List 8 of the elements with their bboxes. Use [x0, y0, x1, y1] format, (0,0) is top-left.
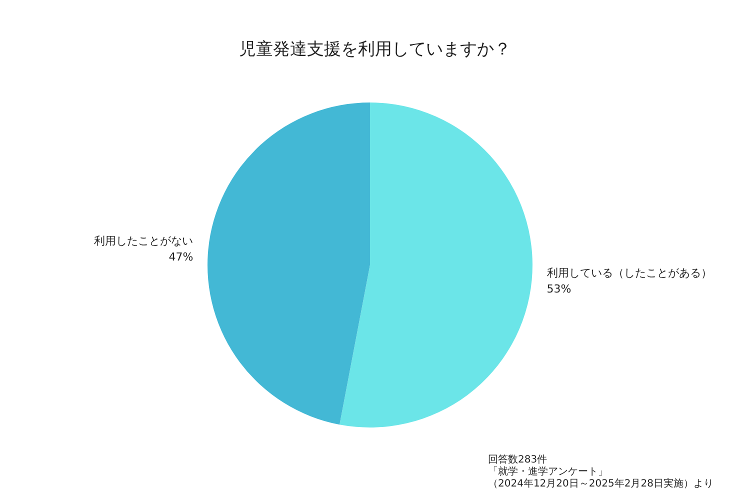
slice-label: 利用したことがない	[94, 234, 194, 248]
chart-title: 児童発達支援を利用していますか？	[239, 40, 511, 60]
text: 「就学・進学アンケート」	[488, 466, 608, 478]
slice-label: 利用している（したことがある）	[546, 266, 712, 280]
text: （2024年12月20日～2025年2月28日実施）より	[488, 478, 714, 490]
data-label: 53%	[546, 282, 572, 296]
data-label: 47%	[168, 250, 194, 264]
text: 回答数283件	[488, 454, 548, 466]
